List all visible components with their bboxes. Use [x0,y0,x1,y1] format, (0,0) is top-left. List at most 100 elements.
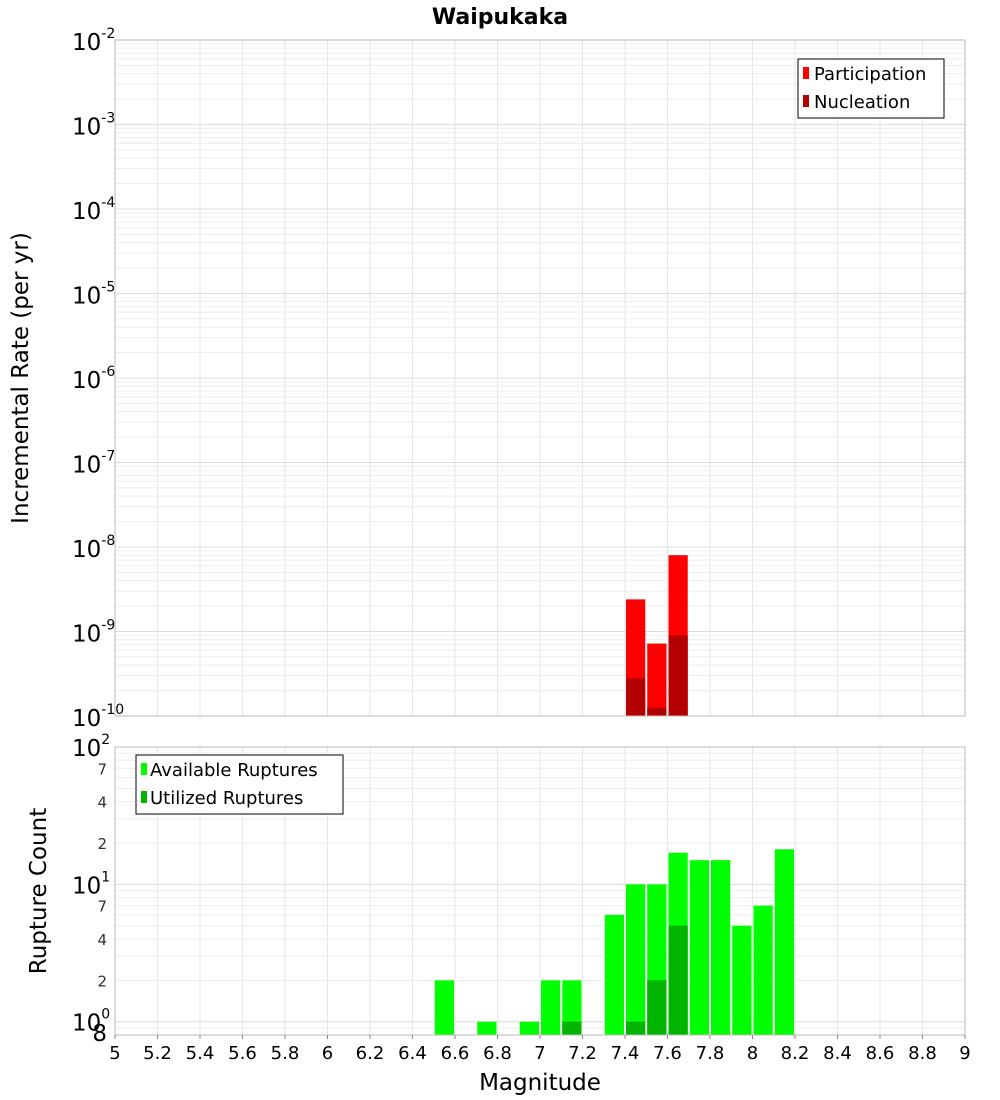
legend-participation-label: Participation [814,64,926,85]
count-bar-available-ruptures [626,884,646,1035]
x-axis-label: Magnitude [479,1070,601,1096]
chart-title: Waipukaka [432,5,568,30]
count-y-minor-tick-label: 7 [97,898,107,916]
rate-bar-nucleation [647,707,667,716]
count-y-tick-label: 100 [72,1007,110,1037]
count-legend: Available Ruptures Utilized Ruptures [135,754,344,815]
count-bar-available-ruptures [711,860,731,1035]
count-y-tick-exponent: 1 [101,869,110,885]
rate-y-tick-label: 10-4 [72,195,115,225]
x-tick-label: 7 [534,1043,545,1064]
rate-y-tick-label: 10-9 [72,618,115,648]
x-tick-label: 5.6 [228,1043,257,1064]
legend-nucleation-label: Nucleation [814,92,910,113]
rate-y-tick-base: 10 [72,622,101,648]
x-ticks: 5 5.2 5.4 5.6 5.8 6 6.2 6.4 6.6 6.8 7 7.2 7.4 7.6 7.8 8… [109,1035,971,1064]
x-tick-label: 6.8 [483,1043,512,1064]
count-bar-available-ruptures [541,980,561,1035]
count-y-tick-label: 102 [72,732,110,762]
rate-y-tick-exponent: -2 [101,26,115,42]
count-bar-utilized-ruptures [626,1021,646,1035]
rate-bars [626,555,688,716]
legend-utilized-label: Utilized Ruptures [150,788,303,809]
count-bar-utilized-ruptures [668,925,688,1035]
count-y-minor-tick-label: 2 [97,972,107,990]
x-tick-label: 6.6 [441,1043,470,1064]
rate-y-tick-exponent: -10 [101,702,124,718]
count-y-minor-tick-label: 8 [92,1021,107,1047]
count-bar-available-ruptures [689,860,709,1035]
x-tick-label: 5.8 [271,1043,300,1064]
rate-y-tick-exponent: -3 [101,111,115,127]
x-tick-label: 5 [109,1043,120,1064]
x-tick-label: 8.6 [866,1043,895,1064]
x-tick-label: 8.4 [823,1043,852,1064]
rate-panel: 10-210-310-410-510-610-710-810-910-10 In… [8,26,966,732]
participation-swatch [803,67,809,79]
rate-y-tick-exponent: -8 [101,533,115,549]
count-bar-available-ruptures [477,1021,497,1035]
x-tick-label: 7.8 [696,1043,725,1064]
x-tick-label: 7.4 [611,1043,640,1064]
count-bar-utilized-ruptures [647,980,667,1035]
rate-y-tick-label: 10-7 [72,449,115,479]
count-bar-available-ruptures [753,905,773,1035]
rate-bar-nucleation [668,635,688,716]
count-y-tick-base: 10 [72,1011,101,1037]
x-tick-label: 6.4 [398,1043,427,1064]
rate-y-tick-base: 10 [72,199,101,225]
count-bar-utilized-ruptures [562,1021,582,1035]
available-swatch [141,763,147,775]
rate-bar-nucleation [626,678,646,716]
count-y-minor-tick-label: 4 [97,794,107,812]
count-y-tick-base: 10 [72,873,101,899]
rate-bar-participation [647,643,667,716]
count-legend-box [135,754,344,815]
rate-y-tick-exponent: -5 [101,280,115,296]
count-y-minor-tick-label: 4 [97,931,107,949]
x-tick-label: 7.6 [653,1043,682,1064]
count-y-tick-label: 101 [72,869,110,899]
rate-y-tick-base: 10 [72,284,101,310]
rate-y-tick-base: 10 [72,706,101,732]
count-y-tick-exponent: 0 [101,1007,110,1023]
rate-y-tick-base: 10 [72,30,101,56]
count-bar-available-ruptures [774,849,794,1035]
count-y-tick-exponent: 2 [101,732,110,748]
x-tick-label: 5.2 [143,1043,172,1064]
rate-y-tick-exponent: -4 [101,195,115,211]
rate-y-tick-label: 10-3 [72,111,115,141]
count-y-minor-tick-label: 7 [97,760,107,778]
rate-y-tick-exponent: -7 [101,449,115,465]
rate-legend: Participation Nucleation [797,58,945,119]
rate-y-ticks: 10-210-310-410-510-610-710-810-910-10 [72,26,124,732]
count-y-tick-base: 10 [72,736,101,762]
rate-y-tick-label: 10-5 [72,280,115,310]
rate-y-tick-base: 10 [72,453,101,479]
rate-y-tick-label: 10-10 [72,702,124,732]
x-tick-label: 8.2 [781,1043,810,1064]
rate-legend-box [797,58,945,119]
count-bar-available-ruptures [604,914,624,1035]
x-tick-label: 7.2 [568,1043,597,1064]
rate-y-tick-exponent: -6 [101,364,115,380]
x-tick-label: 6 [322,1043,333,1064]
nucleation-swatch [803,95,809,107]
x-tick-label: 9 [959,1043,970,1064]
count-bar-available-ruptures [519,1021,539,1035]
x-tick-label: 8 [747,1043,758,1064]
rate-y-axis-label: Incremental Rate (per yr) [8,232,34,524]
rate-y-tick-exponent: -9 [101,618,115,634]
count-bars [434,849,794,1035]
legend-available-label: Available Ruptures [150,760,318,781]
rate-y-tick-label: 10-6 [72,364,115,394]
x-tick-label: 8.8 [908,1043,937,1064]
rate-y-tick-base: 10 [72,537,101,563]
rate-y-tick-label: 10-8 [72,533,115,563]
count-bar-available-ruptures [732,925,752,1035]
count-y-minor-tick-label: 2 [97,835,107,853]
x-tick-label: 5.4 [186,1043,215,1064]
